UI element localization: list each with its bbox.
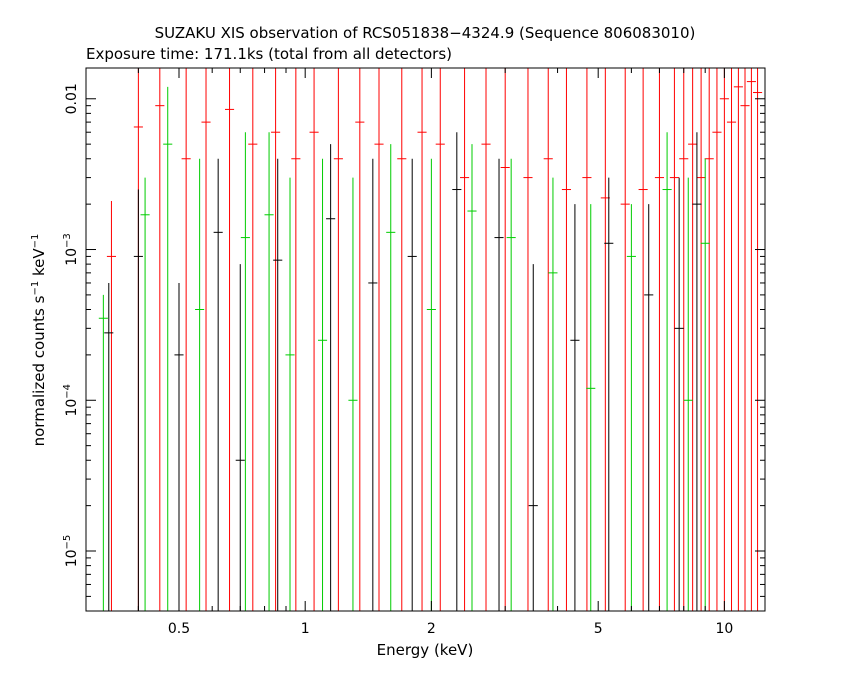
data-point [348,177,358,611]
data-point [452,132,462,611]
data-point [712,68,722,611]
x-tick-label: 2 [427,621,436,637]
data-point [700,158,710,611]
data-point [317,158,328,611]
data-point [291,68,301,611]
y-tick-label: 10−4 [62,384,80,417]
data-point [213,158,223,611]
data-point [355,68,365,611]
data-point [481,68,491,611]
data-point [543,68,553,611]
data-point [333,68,343,611]
data-point [248,68,258,611]
y-axis-label: normalized counts s−1 keV−1 [30,234,48,447]
y-tick-label: 10−5 [62,535,80,568]
data-point [273,158,283,611]
data-point [674,177,684,611]
data-point [570,204,580,611]
data-point [201,68,211,611]
data-point [669,68,679,611]
data-point [696,68,706,611]
data-point [500,68,510,611]
data-point [163,86,173,611]
data-point [692,132,702,611]
data-point [740,68,750,611]
ticks-layer: 0.5 1 2 5 10 0.01 10−3 10−4 10−5 [62,68,765,637]
data-point [654,68,664,611]
y-tick-label: 10−3 [62,233,80,266]
chart-subtitle: Exposure time: 171.1ks (total from all d… [86,45,452,63]
data-point [688,68,698,611]
data-point [733,68,743,611]
data-point [174,282,184,611]
data-point [726,68,737,611]
x-tick-label: 1 [301,621,310,637]
data-point [397,68,407,611]
x-tick-label: 0.5 [168,621,190,637]
data-point [746,68,756,611]
data-point [240,132,250,611]
data-point [582,68,592,611]
x-axis-label: Energy (keV) [377,641,474,659]
data-point [104,282,114,611]
data-point [548,177,558,611]
data-point [374,68,384,611]
chart-title: SUZAKU XIS observation of RCS051838−4324… [155,24,696,42]
data-point [683,177,693,611]
data-point [604,177,614,611]
data-point [528,264,538,611]
data-point [133,189,143,611]
data-point [195,158,205,611]
data-point [309,68,319,611]
data-point [155,68,165,611]
data-point [264,132,274,611]
data-point [561,68,571,611]
data-point [106,200,116,611]
data-point [719,68,729,611]
data-point [644,204,654,611]
data-point [386,144,396,611]
data-point [620,68,630,611]
data-point [285,177,295,611]
data-point [368,158,378,611]
data-point [235,264,245,611]
data-point [626,204,636,611]
data-point [181,68,191,611]
plot-frame [85,67,766,612]
data-point [523,68,533,611]
data-point [679,68,689,611]
data-point [271,68,281,611]
data-point [326,144,336,611]
data-layer [98,68,763,611]
data-point [586,204,596,611]
data-point [704,68,714,611]
data-point [140,177,150,611]
x-tick-label: 10 [715,621,733,637]
data-point [753,68,763,611]
data-point [494,158,504,611]
x-tick-label: 5 [594,621,603,637]
data-point [224,68,235,611]
data-point [407,158,417,611]
data-point [417,68,427,611]
y-tick-label: 0.01 [64,83,80,114]
data-point [638,68,648,611]
data-point [467,144,477,611]
data-point [98,294,108,611]
data-point [662,132,672,611]
data-point [506,158,516,611]
data-point [460,68,470,611]
data-point [426,158,436,611]
data-point [435,68,445,611]
